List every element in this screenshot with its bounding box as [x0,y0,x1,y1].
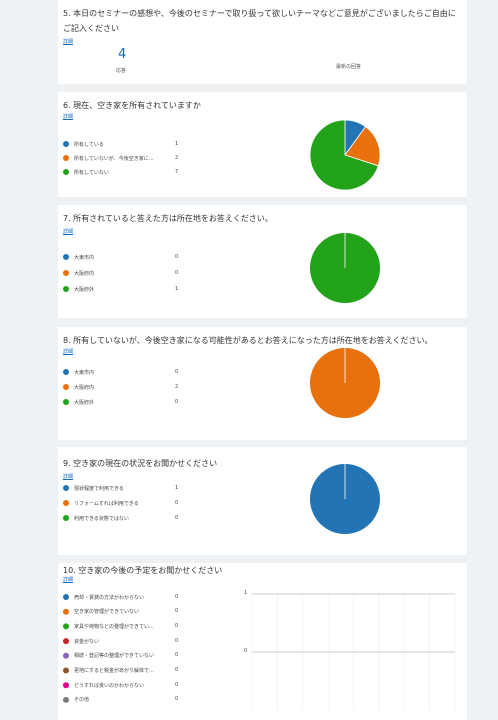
legend-label: 更地にすると税金があがり解体で... [74,668,154,674]
legend-dot [63,652,69,659]
legend-label: 空き家の管理ができていない [74,609,140,616]
legend-label: 利用できる状態ではない [74,515,129,522]
legend-count: 1 [175,285,179,292]
question-card: 7. 所有されていると答えた方は所在地をお答えください。 詳細大東市内 0 大阪府内 0… [58,205,467,318]
legend-dot [63,155,69,161]
legend-dot [63,667,69,674]
legend-label: 相続・登記等の整理ができていない [74,653,155,660]
legend-dot [63,682,69,689]
legend-count: 7 [175,168,179,175]
legend-dot [63,515,69,521]
detail-link[interactable]: 詳細 [63,229,74,235]
legend-dot [63,286,69,292]
legend-dot [63,696,69,703]
pie-slice [309,119,379,191]
question-card: 10. 空き家の今後の予定をお聞かせください 詳細売却・賃貸の方法がわからない 0 空… [58,563,467,720]
detail-link[interactable]: 詳細 [63,474,74,480]
legend-label: 大東市内 [74,369,95,376]
legend-count: 0 [175,593,179,600]
legend-count: 0 [175,253,179,260]
legend-label: 大阪府外 [74,399,95,406]
legend-dot [63,369,69,375]
legend-dot [63,500,69,506]
legend-count: 0 [175,499,179,506]
legend-dot [63,169,69,175]
legend-dot [63,384,69,390]
legend-label: 所有している [74,141,104,148]
legend-label: 大阪府内 [74,384,95,391]
legend-count: 2 [175,383,179,390]
chart [63,464,380,534]
legend-label: 大阪府内 [74,270,95,277]
legend-dot [63,608,69,615]
legend-count: 0 [175,637,179,644]
legend-count: 1 [175,140,179,147]
legend-count: 0 [175,667,179,673]
legend-count: 0 [175,608,179,615]
y-tick-label: 0 [244,648,248,654]
question-title: 8. 所有していないが、今後空き家になる可能性があるとお答えになった方は所在地を… [63,336,433,345]
legend-count: 0 [175,398,179,405]
pie-slice [344,126,381,167]
chart [63,119,381,191]
chart [63,593,456,710]
chart [63,348,380,418]
detail-link[interactable]: 詳細 [63,577,74,583]
legend-label: 所有していないが、今後空き家に... [74,155,154,162]
legend-count: 0 [175,696,179,703]
legend-count: 2 [175,154,179,161]
question-card: 9. 空き家の現在の状況をお聞かせください 詳細 現状程度で利用できる 1 リフォームす… [58,447,467,555]
legend-count: 0 [175,269,179,276]
question-title: 10. 空き家の今後の予定をお聞かせください [63,566,223,575]
legend-dot [63,485,69,491]
legend-label: 売却・賃貸の方法がわからない [74,594,145,601]
legend-count: 0 [175,368,179,375]
question-card: 8. 所有していないが、今後空き家になる可能性があるとお答えになった方は所在地を… [58,327,467,440]
legend-count: 1 [175,484,179,491]
legend-dot [63,270,69,276]
detail-link[interactable]: 詳細 [63,349,74,355]
legend-count: 0 [175,514,179,521]
question-card: 5. 本日のセミナーの感想や、今後のセミナーで取り扱って欲しいテーマなどご意見が… [58,0,467,84]
question-title: 5. 本日のセミナーの感想や、今後のセミナーで取り扱って欲しいテーマなどご意見が… [63,9,456,33]
y-tick-label: 1 [244,590,248,596]
legend-label: 家具や荷物などの整理ができてい... [74,623,154,630]
question-title: 6. 現在、空き家を所有されていますか [63,101,201,110]
legend-label: 資金がない [74,638,100,645]
legend-label: 現状程度で利用できる [74,485,124,492]
legend-label: リフォームすれば利用できる [74,500,139,507]
legend-label: 所有していない [74,169,109,176]
legend-label: その他 [74,697,90,704]
legend-count: 0 [175,622,179,629]
question-card: 6. 現在、空き家を所有されていますか 詳細所有している 1 所有していないが、今後空… [58,92,467,197]
legend-dot [63,638,69,645]
response-count: 4 [118,47,127,62]
legend-count: 0 [175,681,179,688]
chart [63,233,380,303]
detail-link[interactable]: 詳細 [63,39,74,45]
legend-dot [63,623,69,630]
legend-label: どうすれば良いのかわからない [74,682,145,689]
latest-label: 最新の回答 [336,64,362,70]
legend-dot [63,254,69,260]
legend-count: 0 [175,652,179,659]
legend-dot [63,141,69,147]
detail-link[interactable]: 詳細 [63,114,74,120]
legend-label: 大阪府外 [74,286,95,293]
legend-label: 大東市内 [74,254,95,261]
question-title: 7. 所有されていると答えた方は所在地をお答えください。 [63,214,273,223]
legend-dot [63,399,69,405]
legend-dot [63,594,69,600]
response-label: 応答 [116,68,127,74]
question-title: 9. 空き家の現在の状況をお聞かせください [63,459,218,468]
